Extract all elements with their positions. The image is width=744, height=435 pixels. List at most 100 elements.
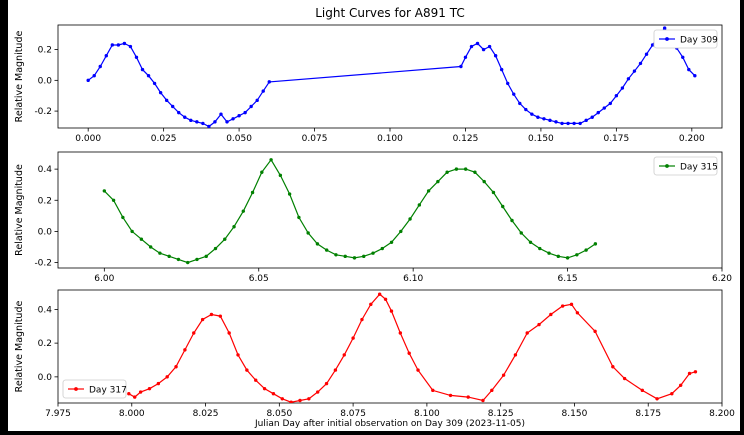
data-point <box>176 257 181 262</box>
data-point <box>183 348 187 352</box>
data-point <box>148 245 153 249</box>
data-point <box>554 120 558 124</box>
legend-marker <box>74 387 78 391</box>
data-point <box>342 353 346 357</box>
data-point <box>147 386 152 391</box>
data-point <box>111 198 116 202</box>
data-point <box>189 118 193 123</box>
data-point <box>362 254 366 259</box>
data-point <box>481 398 485 403</box>
data-point <box>195 120 199 124</box>
data-point <box>102 189 107 193</box>
y-tick-label: 0.4 <box>38 165 53 175</box>
data-point <box>271 392 276 396</box>
data-point <box>596 110 600 115</box>
x-tick-label: 0.125 <box>453 134 479 144</box>
x-tick-label: 0.025 <box>151 134 177 144</box>
data-point <box>177 110 181 115</box>
data-point <box>324 381 329 386</box>
x-tick-label: 6.20 <box>712 274 732 284</box>
y-tick-label: 0.2 <box>38 196 52 206</box>
x-tick-label: 0.150 <box>528 134 554 144</box>
data-point <box>262 386 267 391</box>
data-point <box>225 120 229 124</box>
data-point <box>231 117 235 121</box>
y-axis-label: Relative Magnitude <box>14 31 25 123</box>
data-point <box>459 64 463 69</box>
data-point <box>280 397 284 401</box>
data-point <box>518 101 522 106</box>
data-point <box>158 90 163 95</box>
data-point <box>243 110 247 115</box>
data-point <box>408 217 412 221</box>
data-point <box>298 398 302 403</box>
x-tick-label: 0.075 <box>302 134 328 144</box>
legend-frame <box>653 156 718 176</box>
data-point <box>650 43 655 47</box>
data-point <box>473 170 477 174</box>
data-point <box>622 376 627 381</box>
data-point <box>512 92 516 96</box>
data-point <box>207 124 211 128</box>
data-point <box>499 67 504 72</box>
data-point <box>638 61 643 66</box>
data-point <box>164 98 169 103</box>
data-point <box>165 375 169 379</box>
data-point <box>454 167 459 171</box>
data-point <box>590 115 594 119</box>
data-point <box>380 246 384 251</box>
data-point <box>192 331 196 335</box>
legend-frame <box>62 379 127 399</box>
data-point <box>445 170 449 174</box>
x-tick-label: 8.025 <box>193 409 219 419</box>
data-point <box>352 256 357 260</box>
data-point <box>122 41 127 46</box>
x-tick-label: 8.050 <box>266 409 292 419</box>
legend: Day 317 <box>62 379 127 399</box>
data-point <box>572 121 576 126</box>
data-point <box>324 248 329 252</box>
data-point <box>139 237 144 241</box>
y-tick-label: 0.2 <box>38 46 52 56</box>
data-point <box>315 242 320 246</box>
data-point <box>501 373 506 377</box>
x-tick-label: 8.100 <box>414 409 440 419</box>
data-point <box>133 395 137 399</box>
data-point <box>399 229 403 234</box>
data-point <box>278 173 283 178</box>
data-point <box>548 118 552 123</box>
data-point <box>506 81 510 86</box>
data-point <box>218 314 223 318</box>
data-point <box>369 302 373 307</box>
data-point <box>469 44 474 49</box>
data-point <box>640 388 645 393</box>
data-point <box>431 388 435 393</box>
data-point <box>510 218 514 223</box>
data-point <box>537 322 541 327</box>
data-point <box>86 78 90 83</box>
data-point <box>267 80 271 84</box>
y-tick-label: 0.2 <box>38 339 52 349</box>
data-point <box>306 231 310 235</box>
x-tick-label: 8.150 <box>562 409 588 419</box>
data-point <box>678 383 683 387</box>
panel-1: 0.000 0.025 0.050 0.075 0.100 0.125 0.150 0.175… <box>14 24 723 144</box>
y-axis-label: Relative Magnitude <box>14 301 25 393</box>
data-point <box>237 114 241 118</box>
data-point <box>614 94 619 98</box>
data-point <box>542 117 546 121</box>
data-point <box>670 392 674 396</box>
x-tick-label: 6.00 <box>94 274 114 284</box>
data-point <box>662 26 667 30</box>
data-point <box>174 365 178 369</box>
data-point <box>343 254 347 259</box>
data-point <box>463 55 468 59</box>
data-point <box>138 390 143 394</box>
legend-frame <box>653 29 718 49</box>
data-point <box>519 231 523 235</box>
data-point <box>289 400 293 403</box>
legend-label: Day 315 <box>680 162 718 172</box>
data-point <box>560 304 565 308</box>
y-tick-label: 0.4 <box>38 305 53 315</box>
